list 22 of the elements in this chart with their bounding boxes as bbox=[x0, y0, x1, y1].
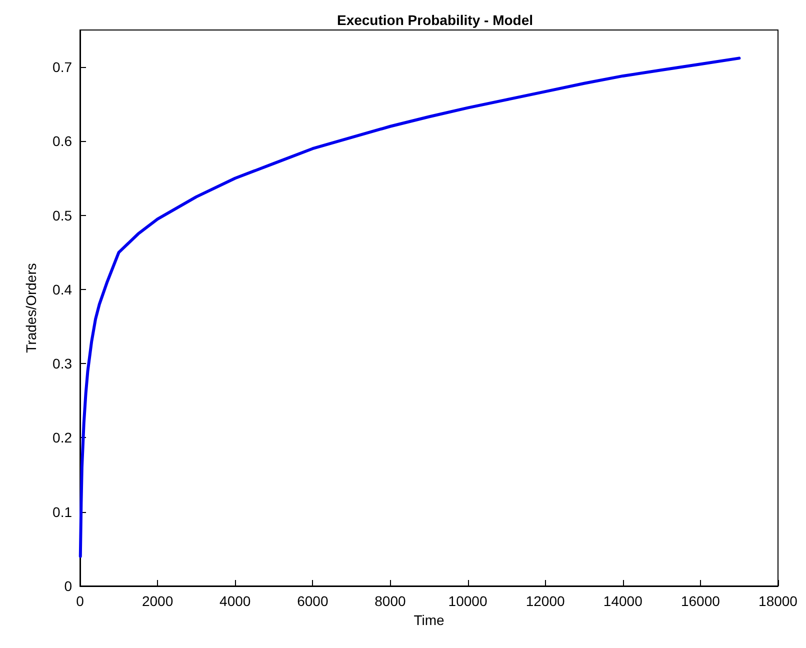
chart-title: Execution Probability - Model bbox=[336, 12, 534, 28]
x-tick-label: 8000 bbox=[374, 593, 406, 609]
y-axis-title: Trades/Orders bbox=[23, 263, 39, 353]
y-tick-label: 0.4 bbox=[52, 281, 72, 298]
x-tick-label: 14000 bbox=[603, 593, 643, 609]
y-tick-label: 0.3 bbox=[52, 356, 72, 372]
y-tick-label: 0.5 bbox=[52, 207, 72, 224]
line-series bbox=[78, 56, 741, 558]
x-axis-title: Time bbox=[414, 612, 445, 628]
y-tick-label: 0.2 bbox=[52, 430, 72, 446]
y-tick-label: 0.6 bbox=[52, 133, 72, 150]
y-tick-label: 0 bbox=[64, 578, 72, 594]
x-tick-label: 2000 bbox=[142, 593, 174, 609]
x-tick-label: 4000 bbox=[220, 593, 251, 609]
x-tick-label: 12000 bbox=[526, 593, 566, 609]
x-tick-label: 18000 bbox=[758, 593, 798, 609]
x-tick-label: 10000 bbox=[448, 593, 488, 609]
x-tick-label: 0 bbox=[76, 593, 84, 609]
y-tick-label: 0.7 bbox=[52, 59, 72, 76]
y-tick-label: 0.1 bbox=[52, 504, 72, 520]
x-tick-label: 16000 bbox=[680, 593, 720, 609]
x-tick-label: 6000 bbox=[297, 593, 328, 609]
